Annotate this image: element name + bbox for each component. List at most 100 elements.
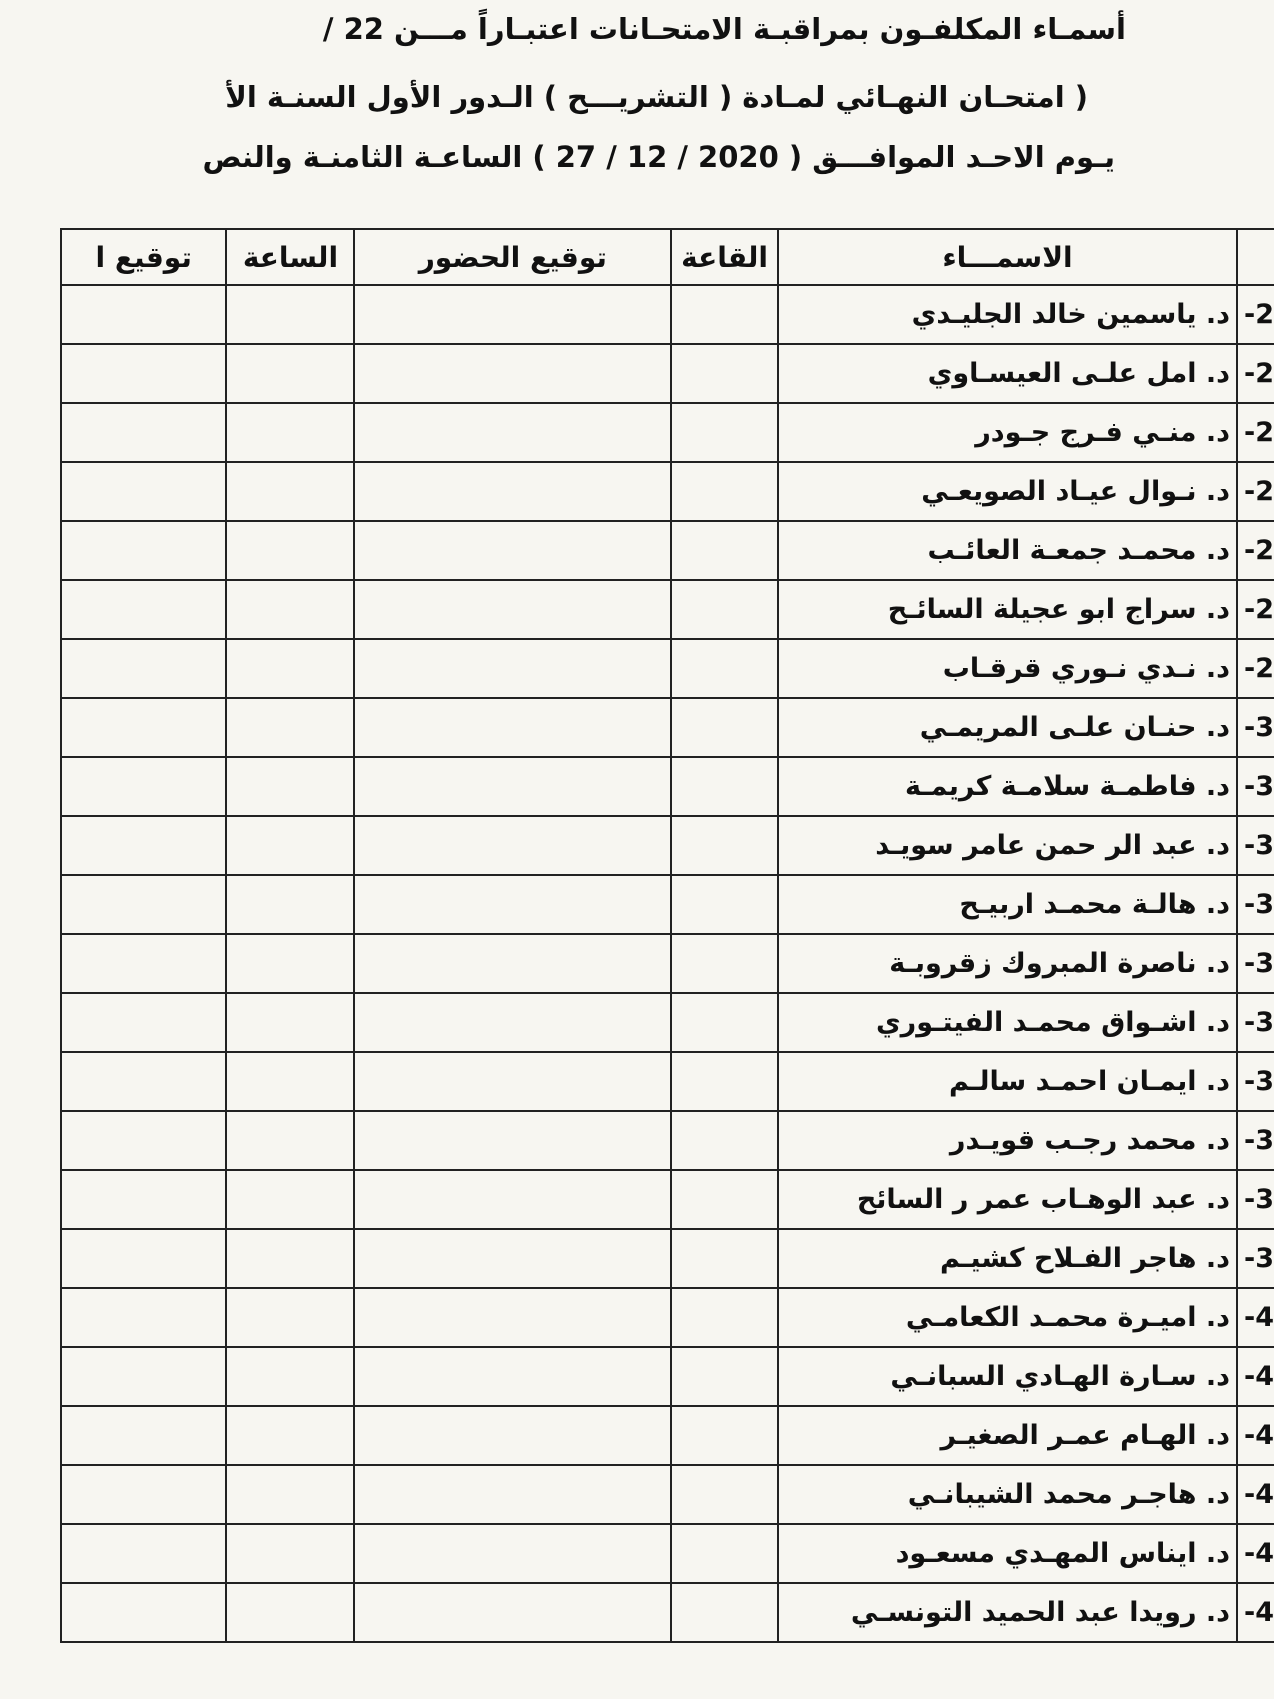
empty-cell — [59, 1464, 228, 1525]
empty-cell — [670, 1287, 779, 1348]
table-row: -32د. عبد الر حمن عامر سويـد — [59, 815, 1274, 876]
empty-cell — [353, 815, 673, 876]
empty-cell — [353, 1110, 673, 1171]
table-row: -37د. محمد رجـب قويـدر — [59, 1110, 1274, 1171]
empty-cell — [353, 1287, 673, 1348]
row-number: -2 — [1236, 579, 1274, 640]
row-number: -3 — [1236, 1169, 1274, 1230]
row-number: -4 — [1236, 1523, 1274, 1584]
empty-cell — [59, 461, 228, 522]
empty-cell — [670, 756, 779, 817]
empty-cell — [670, 933, 779, 994]
empty-cell — [353, 1464, 673, 1525]
name-cell: د. محمد رجـب قويـدر — [776, 1110, 1239, 1171]
empty-cell — [670, 1169, 779, 1230]
empty-cell — [59, 520, 228, 581]
table-row: -4 د. الهـام عمـر الصغيـر — [59, 1405, 1274, 1466]
name-cell: د. ناصرة المبروك زقروبـة — [776, 933, 1239, 994]
row-number: -2 — [1236, 461, 1274, 522]
empty-cell — [225, 1110, 356, 1171]
row-number: -4 — [1236, 1346, 1274, 1407]
name-cell: د. ايناس المهـدي مسعـود — [776, 1523, 1239, 1584]
empty-cell — [59, 874, 228, 935]
name-cell: د. عبد الوهـاب عمر ر السائح — [776, 1169, 1239, 1230]
name-cell: د. هاجـر محمد الشيبانـي — [776, 1464, 1239, 1525]
table-row: -3 د. عبد الوهـاب عمر ر السائح — [59, 1169, 1274, 1230]
empty-cell — [353, 1405, 673, 1466]
column-header: القاعة — [670, 228, 779, 286]
empty-cell — [59, 1228, 228, 1289]
name-cell: د. ياسمين خالد الجليـدي — [776, 284, 1239, 345]
table-row: -36د. ايمـان احمـد سالـم — [59, 1051, 1274, 1112]
row-number: -3 — [1236, 1228, 1274, 1289]
row-number: -4 — [1236, 1405, 1274, 1466]
empty-cell — [353, 461, 673, 522]
row-number: -2 — [1236, 284, 1274, 345]
empty-cell — [353, 579, 673, 640]
name-cell: د. اشـواق محمـد الفيتـوري — [776, 992, 1239, 1053]
empty-cell — [59, 1523, 228, 1584]
empty-cell — [225, 638, 356, 699]
empty-cell — [59, 697, 228, 758]
row-number: -37 — [1236, 1110, 1274, 1171]
empty-cell — [59, 1405, 228, 1466]
row-number: -29 — [1236, 638, 1274, 699]
empty-cell — [353, 756, 673, 817]
table-row: -3 د. هاجر الفـلاح كشيـم — [59, 1228, 1274, 1289]
empty-cell — [225, 1346, 356, 1407]
column-header: م — [1236, 228, 1274, 286]
column-header: توقيع ا — [59, 228, 228, 286]
row-number: -30 — [1236, 697, 1274, 758]
row-number: -4 — [1236, 1464, 1274, 1525]
table-row: -4 د. سـارة الهـادي السبانـي — [59, 1346, 1274, 1407]
empty-cell — [225, 992, 356, 1053]
name-cell: د. عبد الر حمن عامر سويـد — [776, 815, 1239, 876]
table-row: -4 د. اميـرة محمـد الكعامـي — [59, 1287, 1274, 1348]
empty-cell — [225, 1287, 356, 1348]
empty-cell — [225, 1051, 356, 1112]
empty-cell — [225, 1169, 356, 1230]
empty-cell — [59, 992, 228, 1053]
table-row: -4 د. هاجـر محمد الشيبانـي — [59, 1464, 1274, 1525]
name-cell: د. اميـرة محمـد الكعامـي — [776, 1287, 1239, 1348]
header-line: ( امتحـان النهـائي لمـادة ( التشريـــح )… — [225, 80, 1088, 114]
name-cell: د. منـي فـرج جـودر — [776, 402, 1239, 463]
empty-cell — [59, 284, 228, 345]
empty-cell — [225, 874, 356, 935]
row-number: -31 — [1236, 756, 1274, 817]
empty-cell — [670, 815, 779, 876]
empty-cell — [353, 1346, 673, 1407]
empty-cell — [670, 284, 779, 345]
empty-cell — [670, 874, 779, 935]
empty-cell — [353, 402, 673, 463]
empty-cell — [59, 1582, 228, 1643]
table-row: -33د. هالـة محمـد اربيـح — [59, 874, 1274, 935]
empty-cell — [670, 343, 779, 404]
empty-cell — [225, 756, 356, 817]
column-header: الاسمـــاء — [776, 228, 1239, 286]
name-cell: د. نـوال عيـاد الصويعـي — [776, 461, 1239, 522]
empty-cell — [225, 1464, 356, 1525]
empty-cell — [353, 1169, 673, 1230]
name-cell: د. امل علـى العيسـاوي — [776, 343, 1239, 404]
empty-cell — [353, 1582, 673, 1643]
name-cell: د. حنـان علـى المريمـي — [776, 697, 1239, 758]
empty-cell — [225, 520, 356, 581]
row-number: -2 — [1236, 343, 1274, 404]
empty-cell — [59, 1287, 228, 1348]
empty-cell — [353, 1228, 673, 1289]
header-line: يـوم الاحـد الموافـــق ( 2020 / 12 / 27 … — [202, 140, 1115, 174]
table-row: -4 د. رويدا عبد الحميد التونسـي — [59, 1582, 1274, 1643]
empty-cell — [670, 1346, 779, 1407]
empty-cell — [670, 697, 779, 758]
empty-cell — [225, 697, 356, 758]
name-cell: د. سـارة الهـادي السبانـي — [776, 1346, 1239, 1407]
empty-cell — [353, 697, 673, 758]
empty-cell — [353, 992, 673, 1053]
table-row: -30د. حنـان علـى المريمـي — [59, 697, 1274, 758]
row-number: -2 — [1236, 402, 1274, 463]
column-header: توقيع الحضور — [353, 228, 673, 286]
empty-cell — [353, 284, 673, 345]
